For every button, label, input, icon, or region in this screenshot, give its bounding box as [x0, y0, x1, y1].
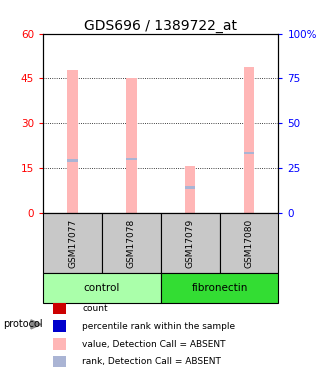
- Polygon shape: [31, 320, 41, 329]
- Text: GSM17079: GSM17079: [186, 218, 195, 267]
- Bar: [52, 356, 66, 367]
- Bar: [52, 338, 66, 350]
- Bar: [67, 159, 78, 162]
- Bar: [220, 213, 278, 273]
- Bar: [185, 166, 196, 213]
- Bar: [126, 158, 137, 160]
- Text: protocol: protocol: [3, 320, 43, 329]
- Text: fibronectin: fibronectin: [191, 283, 248, 293]
- Bar: [244, 66, 254, 213]
- Bar: [102, 213, 161, 273]
- Text: GSM17077: GSM17077: [68, 218, 77, 267]
- Bar: [161, 273, 278, 303]
- Bar: [161, 213, 220, 273]
- Bar: [67, 69, 78, 213]
- Text: GSM17080: GSM17080: [244, 218, 253, 267]
- Bar: [52, 320, 66, 332]
- Text: control: control: [84, 283, 120, 293]
- Text: rank, Detection Call = ABSENT: rank, Detection Call = ABSENT: [82, 357, 221, 366]
- Bar: [43, 273, 161, 303]
- Bar: [43, 213, 102, 273]
- Bar: [244, 152, 254, 154]
- Bar: [52, 303, 66, 314]
- Text: count: count: [82, 304, 108, 313]
- Bar: [126, 78, 137, 213]
- Text: GSM17078: GSM17078: [127, 218, 136, 267]
- Bar: [185, 186, 196, 189]
- Text: percentile rank within the sample: percentile rank within the sample: [82, 322, 235, 331]
- Title: GDS696 / 1389722_at: GDS696 / 1389722_at: [84, 19, 237, 33]
- Text: value, Detection Call = ABSENT: value, Detection Call = ABSENT: [82, 340, 226, 349]
